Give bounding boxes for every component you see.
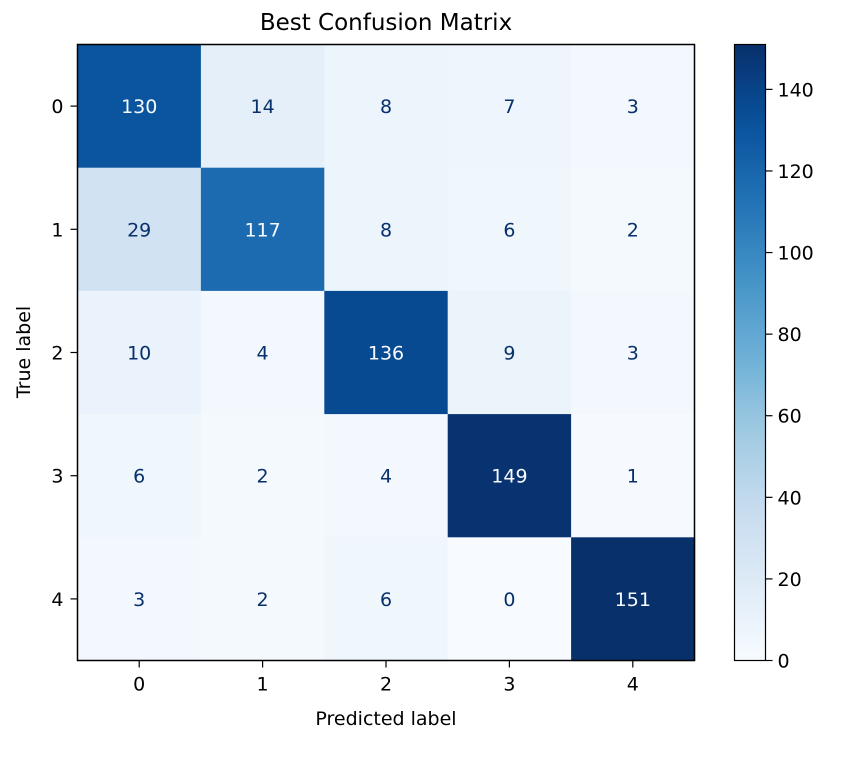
- colorbar: [733, 43, 767, 662]
- heatmap-cell: [447, 537, 572, 662]
- x-tick-label: 2: [380, 674, 392, 696]
- cell-value-label: 149: [491, 466, 527, 488]
- heatmap-cell: [200, 290, 325, 415]
- heatmap-cell: [571, 290, 696, 415]
- cell-value-label: 130: [121, 96, 157, 118]
- heatmap-cell: [77, 414, 202, 538]
- cell-value-label: 3: [133, 589, 145, 611]
- cell-value-label: 2: [257, 466, 269, 488]
- heatmap-cell: [571, 414, 696, 538]
- heatmap-cell: [324, 414, 449, 538]
- cell-value-label: 3: [627, 96, 639, 118]
- x-axis-label: Predicted label: [315, 708, 456, 730]
- y-tick-label: 1: [51, 219, 63, 241]
- y-axis-label: True label: [13, 306, 35, 399]
- y-tick-label: 2: [51, 343, 63, 365]
- cell-value-label: 0: [503, 589, 515, 611]
- heatmap-cell: [324, 290, 449, 415]
- cell-value-label: 151: [615, 589, 651, 611]
- y-tick-label: 3: [51, 466, 63, 488]
- colorbar-tick-label: 140: [778, 79, 814, 101]
- colorbar-tick-label: 0: [778, 651, 790, 673]
- cell-value-label: 136: [368, 343, 404, 365]
- y-tick-label: 0: [51, 96, 63, 118]
- heatmap-cell: [77, 290, 202, 415]
- heatmap-cell: [200, 44, 325, 169]
- cell-value-label: 6: [133, 466, 145, 488]
- cell-value-label: 2: [257, 589, 269, 611]
- heatmap-cell: [77, 167, 202, 292]
- heatmap-cell: [200, 537, 325, 662]
- heatmap-cells: [77, 44, 696, 662]
- heatmap-cell: [77, 44, 202, 169]
- heatmap-cell: [324, 167, 449, 292]
- x-tick-label: 1: [257, 674, 269, 696]
- x-tick-label: 3: [503, 674, 515, 696]
- cell-value-label: 29: [127, 219, 151, 241]
- cell-value-label: 14: [251, 96, 275, 118]
- heatmap-cell: [447, 290, 572, 415]
- cell-value-label: 9: [503, 343, 515, 365]
- heatmap-cell: [447, 44, 572, 169]
- cell-value-label: 2: [627, 219, 639, 241]
- y-tick-label: 4: [51, 589, 63, 611]
- cell-value-label: 6: [380, 589, 392, 611]
- cell-value-label: 7: [503, 96, 515, 118]
- cell-value-labels: 130 14 8 7 3 29 117 8 6 2 10 4 136 9 3 6 2 4 149 1 3 2 6 0 151: [121, 96, 651, 611]
- cell-value-label: 3: [627, 343, 639, 365]
- heatmap-cell: [571, 537, 696, 662]
- cell-value-label: 8: [380, 96, 392, 118]
- heatmap-cell: [324, 537, 449, 662]
- heatmap-cell: [447, 167, 572, 292]
- heatmap-cell: [77, 537, 202, 662]
- cell-value-label: 10: [127, 343, 151, 365]
- heatmap-cell: [447, 414, 572, 538]
- cell-value-label: 1: [627, 466, 639, 488]
- cell-value-label: 8: [380, 219, 392, 241]
- cell-value-label: 6: [503, 219, 515, 241]
- chart-title: Best Confusion Matrix: [260, 10, 512, 36]
- heatmap-cell: [571, 167, 696, 292]
- colorbar-tick-label: 20: [778, 569, 802, 591]
- cell-value-label: 4: [380, 466, 392, 488]
- x-axis-ticks: 0 1 2 3 4: [133, 660, 639, 696]
- heatmap-cell: [571, 44, 696, 169]
- x-tick-label: 0: [133, 674, 145, 696]
- colorbar-tick-label: 100: [778, 243, 814, 265]
- y-axis-ticks: 0 1 2 3 4: [51, 96, 78, 611]
- heatmap-cell: [200, 414, 325, 538]
- heatmap-cell: [324, 44, 449, 169]
- colorbar-tick-label: 60: [778, 406, 802, 428]
- colorbar-tick-label: 40: [778, 487, 802, 509]
- x-tick-label: 4: [627, 674, 639, 696]
- cell-value-label: 4: [257, 343, 269, 365]
- colorbar-tick-label: 80: [778, 324, 802, 346]
- cell-value-label: 117: [244, 219, 280, 241]
- colorbar-ticks: 0 20 40 60 80 100 120 140: [765, 79, 814, 673]
- colorbar-tick-label: 120: [778, 161, 814, 183]
- heatmap-cell: [200, 167, 325, 292]
